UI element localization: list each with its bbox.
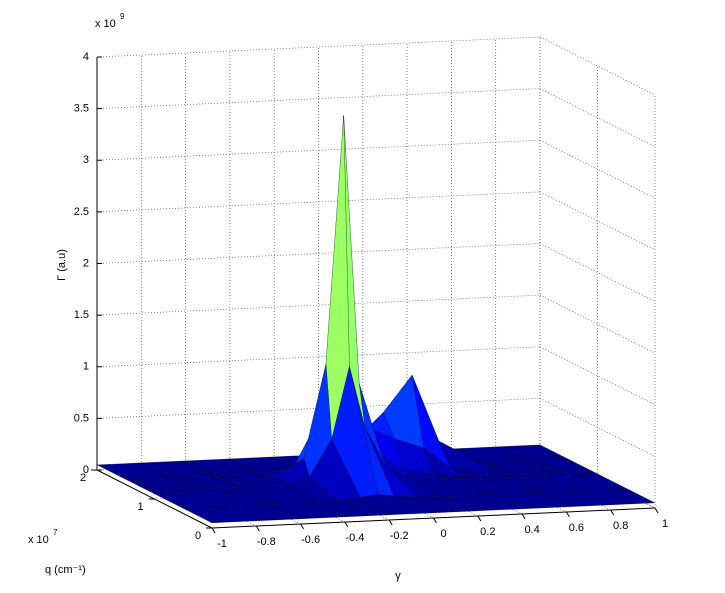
x-tick [477,515,482,522]
surface-patch [182,504,302,524]
grid-line [539,294,656,354]
grid-line [539,243,656,302]
grid-line [539,191,656,251]
grid-line [96,88,541,109]
x-tick-label: 0.6 [569,522,584,534]
x-tick-label: -0.2 [390,530,409,542]
z-tick-label: 0 [83,464,89,476]
x-tick [433,517,437,524]
x-tick-label: 0.4 [524,524,539,536]
z-tick-label: 0.5 [74,412,89,424]
z-tick-label: 3 [83,154,89,166]
grid-line [96,36,541,58]
grid-line [96,191,541,213]
y-tick-label: 1 [137,501,143,513]
z-tick-label: 2.5 [74,206,89,218]
z-tick-label: 2 [83,257,89,269]
x-tick [610,509,615,516]
x-tick [388,519,393,526]
x-tick-label: 1 [662,518,668,530]
x-tick [300,523,305,530]
x-tick [211,527,216,534]
x-tick-label: 0 [440,528,446,540]
z-tick-label: 3.5 [74,103,89,115]
x-axis-label: γ [395,570,401,582]
x-tick-label: -0.6 [301,534,320,546]
x-tick [255,525,260,532]
grid-line [539,139,656,199]
y-tick-label: 0 [195,530,201,542]
grid-line [539,88,656,147]
x-tick-label: 0.2 [480,526,495,538]
grid-line [96,398,541,419]
x-tick-label: 0.8 [613,520,628,532]
y-axis-label: q (cm⁻¹) [45,564,86,576]
y-multiplier-exponent: 7 [53,528,58,537]
grid-line [96,346,541,368]
grid-line [96,294,541,316]
y-multiplier-base: x 10 [28,534,49,546]
z-multiplier-base: x 10 [95,18,116,30]
grid-line [96,243,541,264]
grid-line [539,346,656,406]
surface [96,115,656,524]
y-tick-label: 2 [80,472,86,484]
z-multiplier-exponent: 9 [120,12,125,21]
grid-line [539,36,656,96]
x-tick-label: -0.4 [345,532,364,544]
grid-line [539,398,656,457]
x-tick-label: -1 [217,538,227,550]
x-tick [521,513,526,520]
grid-line [96,139,541,161]
x-tick [344,521,349,528]
x-tick-label: -0.8 [257,536,276,548]
x-tick [654,507,659,514]
z-axis-label: Γ (a.u) [56,249,68,281]
labels: x 10 9 x 10 7 q (cm⁻¹) γ Γ (a.u) -1 -0.8 -… [28,12,668,582]
z-tick-label: 4 [83,51,89,63]
x-tick [565,511,570,518]
z-tick-label: 1 [83,361,89,373]
z-tick-label: 1.5 [74,309,89,321]
